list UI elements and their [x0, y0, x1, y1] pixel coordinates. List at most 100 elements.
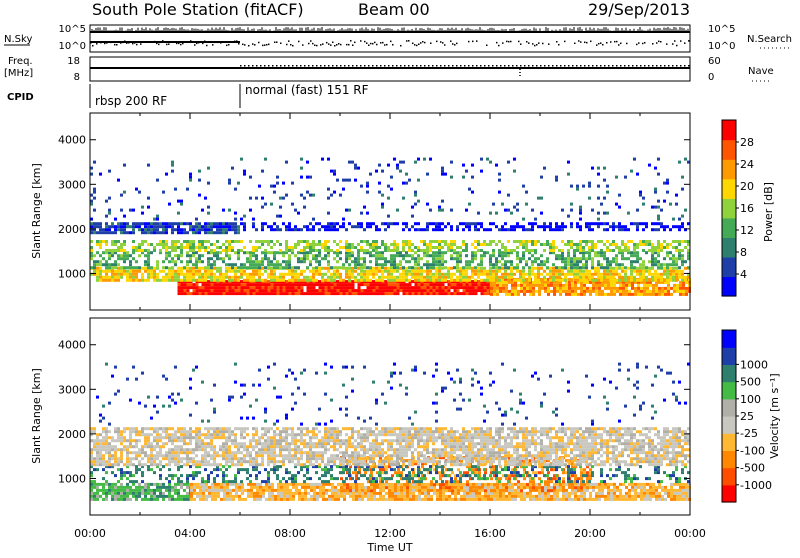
heatmap-cell [171, 240, 174, 243]
heatmap-cell [252, 276, 255, 279]
heatmap-cell [238, 283, 241, 286]
heatmap-cell [381, 263, 384, 266]
heatmap-cell [675, 273, 678, 276]
heatmap-cell [594, 254, 597, 257]
heatmap-cell [618, 228, 621, 231]
heatmap-cell [135, 498, 138, 501]
nave-dot [408, 65, 410, 67]
heatmap-cell [207, 246, 210, 249]
heatmap-cell [246, 257, 249, 260]
heatmap-cell [210, 249, 213, 252]
heatmap-cell [219, 257, 222, 260]
heatmap-cell [312, 279, 315, 282]
heatmap-cell [111, 231, 114, 234]
heatmap-cell [318, 260, 321, 263]
heatmap-cell [183, 266, 186, 269]
heatmap-cell [222, 260, 225, 263]
heatmap-cell [463, 289, 466, 292]
heatmap-cell [126, 254, 129, 257]
heatmap-cell [174, 243, 177, 246]
heatmap-cell [337, 495, 340, 498]
heatmap-cell [631, 287, 634, 290]
heatmap-cell [441, 173, 444, 176]
heatmap-cell [588, 222, 591, 225]
heatmap-cell [400, 498, 403, 501]
heatmap-cell [415, 286, 418, 289]
heatmap-cell [406, 498, 409, 501]
heatmap-cell [654, 222, 657, 225]
heatmap-cell [375, 260, 378, 263]
colorbar-tick-label: 24 [740, 158, 754, 171]
heatmap-cell [538, 293, 541, 296]
heatmap-cell [441, 279, 444, 282]
heatmap-cell [681, 215, 684, 218]
heatmap-cell [147, 492, 150, 495]
heatmap-cell [256, 289, 259, 292]
heatmap-cell [441, 251, 444, 254]
heatmap-cell [426, 246, 429, 249]
nave-dot [344, 65, 346, 67]
heatmap-cell [405, 273, 408, 276]
heatmap-cell [561, 254, 564, 257]
heatmap-cell [529, 498, 532, 501]
heatmap-cell [120, 194, 123, 197]
heatmap-cell [282, 222, 285, 225]
heatmap-cell [549, 246, 552, 249]
nsearch-dot [228, 44, 230, 46]
heatmap-cell [177, 246, 180, 249]
heatmap-cell [561, 257, 564, 260]
heatmap-cell [261, 267, 264, 270]
heatmap-cell [645, 266, 648, 269]
nave-dot [580, 65, 582, 67]
nsearch-dot [136, 44, 138, 46]
heatmap-cell [156, 260, 159, 263]
heatmap-cell [517, 495, 520, 498]
heatmap-cell [546, 225, 549, 228]
heatmap-cell [474, 254, 477, 257]
heatmap-cell [465, 279, 468, 282]
heatmap-cell [216, 257, 219, 260]
heatmap-cell [426, 263, 429, 266]
heatmap-cell [253, 292, 256, 295]
heatmap-cell [510, 276, 513, 279]
heatmap-cell [286, 495, 289, 498]
heatmap-cell [147, 486, 150, 489]
heatmap-cell [336, 270, 339, 273]
heatmap-cell [210, 243, 213, 246]
heatmap-cell [207, 257, 210, 260]
heatmap-cell [177, 483, 180, 486]
heatmap-cell [369, 279, 372, 282]
heatmap-cell [261, 260, 264, 263]
heatmap-cell [414, 263, 417, 266]
heatmap-cell [555, 266, 558, 269]
nsearch-dot [384, 44, 386, 46]
heatmap-cell [189, 279, 192, 282]
heatmap-cell [603, 257, 606, 260]
heatmap-cell [549, 243, 552, 246]
heatmap-cell [141, 276, 144, 279]
heatmap-cell [331, 495, 334, 498]
heatmap-cell [450, 257, 453, 260]
heatmap-cell [336, 276, 339, 279]
heatmap-cell [411, 225, 414, 228]
heatmap-cell [678, 273, 681, 276]
heatmap-cell [253, 495, 256, 498]
heatmap-cell [307, 498, 310, 501]
heatmap-cell [286, 289, 289, 292]
heatmap-cell [336, 254, 339, 257]
heatmap-cell [420, 276, 423, 279]
heatmap-cell [660, 273, 663, 276]
nsearch-dot [338, 43, 340, 45]
heatmap-cell [289, 292, 292, 295]
heatmap-cell [399, 263, 402, 266]
heatmap-cell [177, 273, 180, 276]
heatmap-cell [285, 225, 288, 228]
heatmap-cell [300, 240, 303, 243]
heatmap-cell [208, 289, 211, 292]
heatmap-cell [321, 225, 324, 228]
heatmap-cell [352, 283, 355, 286]
heatmap-cell [361, 498, 364, 501]
heatmap-cell [603, 254, 606, 257]
heatmap-cell [199, 498, 202, 501]
heatmap-cell [496, 287, 499, 290]
